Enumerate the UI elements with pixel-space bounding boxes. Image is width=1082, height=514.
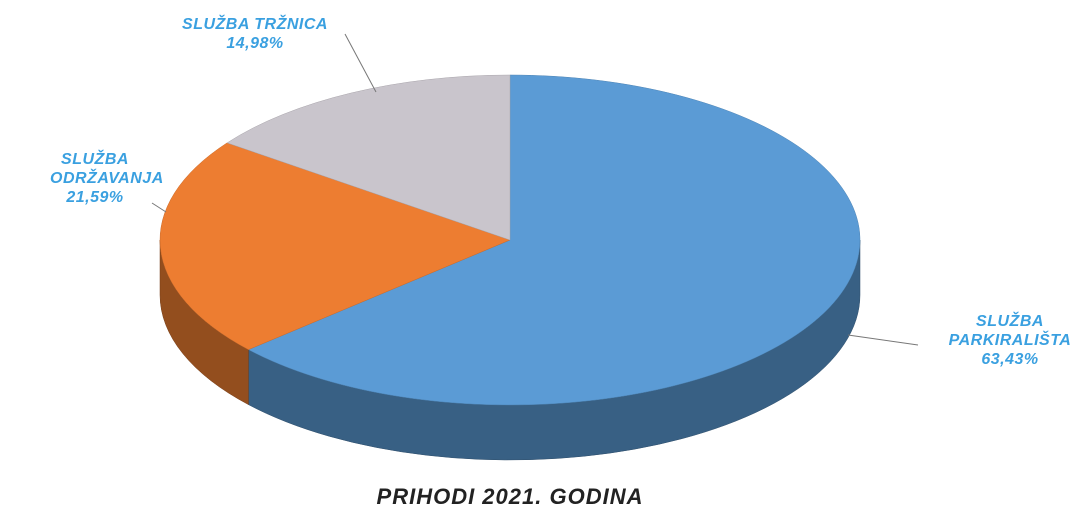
- slice-label: SLUŽBA PARKIRALIŠTA 63,43%: [925, 312, 1082, 369]
- slice-label: SLUŽBA ODRŽAVANJA 21,59%: [30, 150, 164, 207]
- pie-slice: [159, 142, 511, 350]
- slice-value: 63,43%: [981, 351, 1039, 368]
- slice-name: SLUŽBA ODRŽAVANJA: [50, 151, 164, 187]
- slice-name: SLUŽBA TRŽNICA: [182, 16, 328, 33]
- pie-slice: [226, 74, 511, 241]
- pie-slice: [247, 74, 861, 406]
- leader-line: [151, 202, 167, 213]
- leader-line: [344, 33, 377, 93]
- chart-title: PRIHODI 2021. GODINA: [376, 484, 644, 509]
- slice-name: SLUŽBA PARKIRALIŠTA: [948, 313, 1072, 349]
- leader-line: [847, 334, 919, 346]
- slice-value: 14,98%: [226, 35, 284, 52]
- slice-value: 21,59%: [66, 189, 124, 206]
- slice-label: SLUŽBA TRŽNICA 14,98%: [145, 15, 365, 53]
